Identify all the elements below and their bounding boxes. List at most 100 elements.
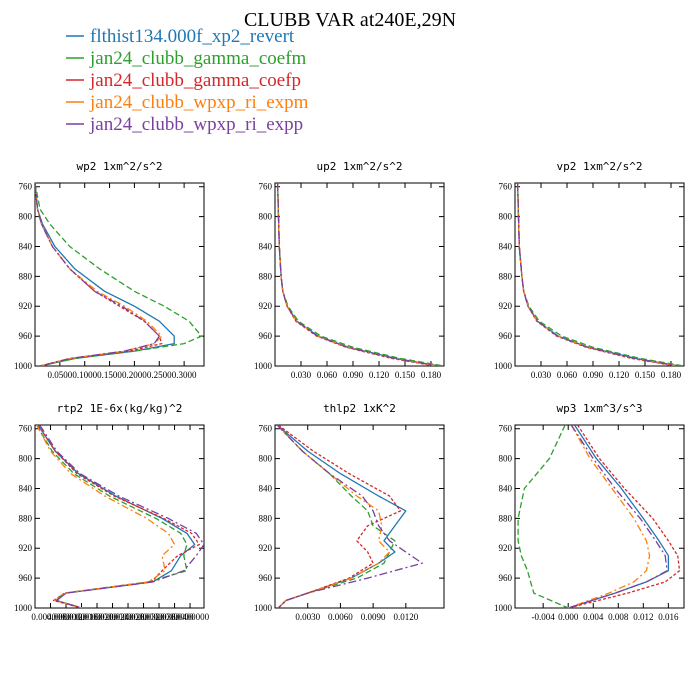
y-tick-label: 1000 [254,361,273,371]
y-tick-label: 960 [259,331,273,341]
plot-frame [34,182,205,367]
y-tick-label: 800 [499,454,513,464]
y-tick-label: 800 [499,212,513,222]
plot-frame [274,182,445,367]
y-tick-label: 800 [19,454,33,464]
figure-title: CLUBB VAR at240E,29N [244,9,456,31]
x-tick-label: 0.0060 [328,612,353,622]
y-tick-label: 1000 [14,361,33,371]
y-tick-label: 960 [259,573,273,583]
panel-title: wp2 1xm^2/s^2 [76,160,162,173]
panel-title: thlp2 1xK^2 [323,402,396,415]
series-group [276,183,444,366]
panel-title: wp3 1xm^3/s^3 [556,402,642,415]
y-tick-label: 920 [259,301,273,311]
series-line-3 [568,425,681,608]
x-tick-label: 0.0120000 [62,612,101,622]
panel-title: up2 1xm^2/s^2 [316,160,402,173]
series-line-1 [35,183,175,366]
series-line-5 [516,183,679,366]
x-tick-label: 0.2000 [122,370,147,380]
y-tick-label: 800 [259,212,273,222]
y-tick-label: 760 [19,424,33,434]
y-tick-label: 760 [259,182,273,192]
panels: wp2 1xm^2/s^2 760 800 840 880 920 960 1000 0.050… [14,160,685,622]
legend-label: jan24_clubb_gamma_coefm [89,48,307,69]
legend-label: jan24_clubb_wpxp_ri_expm [89,92,309,113]
x-tick-label: 0.0400000 [171,612,210,622]
series-line-4 [567,425,651,608]
x-tick-label: 0.150 [395,370,416,380]
y-tick-label: 880 [499,271,513,281]
y-tick-label: 920 [499,543,513,553]
y-tick-label: 800 [19,212,33,222]
x-tick-label: 0.0500 [47,370,72,380]
y-tick-label: 1000 [494,603,513,613]
x-tick-label: 0.000 [558,612,579,622]
x-tick-label: 0.3000 [172,370,197,380]
panel-title: rtp2 1E-6x(kg/kg)^2 [57,402,183,415]
y-tick-label: 920 [259,543,273,553]
x-tick-label: 0.012 [633,612,653,622]
x-tick-label: 0.008 [608,612,629,622]
x-tick-label: 0.0080000 [47,612,86,622]
legend-label: jan24_clubb_gamma_coefp [89,70,301,91]
x-tick-label: 0.0090 [361,612,386,622]
x-tick-label: 0.030 [291,370,312,380]
legend: flthist134.000f_xp2_revertjan24_clubb_ga… [66,26,309,135]
series-line-2 [517,425,569,608]
plot-frame [514,182,685,367]
series-line-2 [516,183,684,366]
y-tick-label: 840 [499,483,513,493]
x-tick-label: 0.1500 [97,370,122,380]
series-line-5 [276,425,423,608]
series-group [517,425,681,608]
x-tick-label: 0.0030 [295,612,320,622]
y-tick-label: 880 [259,271,273,281]
series-line-3 [37,425,200,608]
series-group [276,425,423,608]
y-tick-label: 960 [499,331,513,341]
y-tick-label: 800 [259,454,273,464]
plot-frame [514,424,685,609]
series-group [516,183,684,366]
series-line-1 [568,425,670,608]
x-tick-label: 0.0160000 [78,612,117,622]
y-tick-label: 880 [259,513,273,523]
series-line-2 [276,183,444,366]
x-tick-label: 0.0120 [393,612,418,622]
x-tick-label: 0.004 [583,612,604,622]
series-group [35,183,203,366]
x-tick-label: 0.120 [609,370,630,380]
legend-label: jan24_clubb_wpxp_ri_expp [89,114,303,135]
legend-label: flthist134.000f_xp2_revert [90,26,295,47]
panel-4: rtp2 1E-6x(kg/kg)^2 760 800 840 880 920 960 100… [14,402,210,622]
x-tick-label: 0.180 [421,370,442,380]
panel-3: vp2 1xm^2/s^2 760 800 840 880 920 960 1000 0.030… [494,160,685,380]
series-line-5 [276,183,439,366]
y-tick-label: 840 [499,241,513,251]
panel-1: wp2 1xm^2/s^2 760 800 840 880 920 960 1000 0.050… [14,160,205,380]
y-tick-label: 880 [499,513,513,523]
y-tick-label: 760 [259,424,273,434]
y-tick-label: 880 [19,271,33,281]
x-tick-label: 0.180 [661,370,682,380]
x-tick-label: 0.060 [317,370,338,380]
y-tick-label: 1000 [494,361,513,371]
x-tick-label: 0.120 [369,370,390,380]
y-tick-label: 960 [19,331,33,341]
x-tick-label: 0.1000 [72,370,97,380]
panel-title: vp2 1xm^2/s^2 [556,160,642,173]
x-tick-label: 0.0200000 [93,612,132,622]
series-group [36,425,204,608]
y-tick-label: 960 [499,573,513,583]
y-tick-label: 840 [19,241,33,251]
y-tick-label: 920 [19,301,33,311]
panel-2: up2 1xm^2/s^2 760 800 840 880 920 960 1000 0.030… [254,160,445,380]
panel-6: wp3 1xm^3/s^3 760 800 840 880 920 960 1000 -0.00… [494,402,685,622]
panel-5: thlp2 1xK^2 760 800 840 880 920 960 1000 0.0030 0… [254,402,445,622]
y-tick-label: 840 [259,241,273,251]
x-tick-label: 0.090 [343,370,364,380]
y-tick-label: 1000 [14,603,33,613]
